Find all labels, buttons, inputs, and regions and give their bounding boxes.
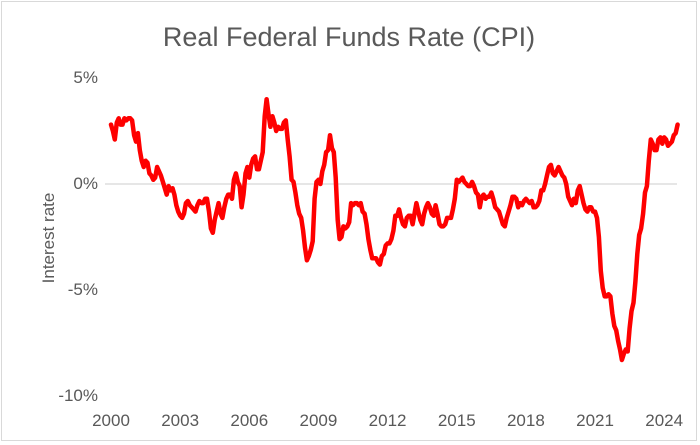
x-tick-label: 2009 [299, 411, 338, 430]
x-tick-label: 2006 [230, 411, 269, 430]
y-tick-label: -5% [67, 280, 98, 299]
rate-line [108, 96, 680, 363]
x-tick-label: 2021 [576, 411, 614, 430]
x-tick-label: 2003 [161, 411, 200, 430]
x-tick-label: 2018 [506, 411, 545, 430]
y-tick-label: 0% [73, 174, 98, 193]
y-tick-label: 5% [73, 68, 98, 87]
x-tick-label: 2012 [368, 411, 407, 430]
y-tick-label: -10% [58, 386, 98, 405]
x-tick-label: 2000 [92, 411, 130, 430]
x-tick-label: 2015 [437, 411, 476, 430]
chart-title: Real Federal Funds Rate (CPI) [162, 22, 536, 52]
plot-area [105, 96, 680, 363]
x-tick-label: 2024 [645, 411, 684, 430]
